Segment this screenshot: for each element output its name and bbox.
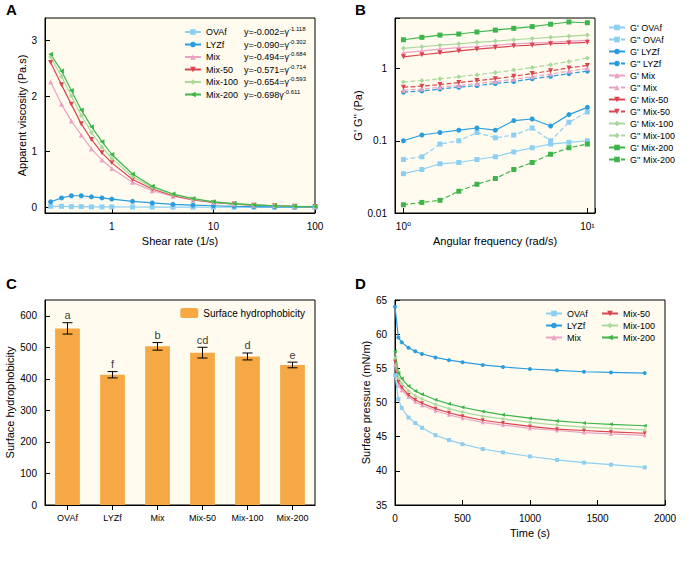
svg-text:-0.593: -0.593 [289, 76, 307, 82]
svg-text:-1.118: -1.118 [289, 26, 306, 32]
svg-text:100: 100 [307, 221, 324, 232]
svg-text:f: f [111, 358, 115, 370]
svg-text:OVAf: OVAf [57, 513, 78, 523]
svg-text:65: 65 [376, 295, 388, 306]
svg-text:-0.611: -0.611 [284, 89, 301, 95]
svg-text:b: b [154, 329, 160, 341]
svg-text:10¹: 10¹ [580, 221, 595, 232]
svg-text:Shear rate (1/s): Shear rate (1/s) [142, 235, 218, 247]
svg-text:B: B [355, 1, 366, 18]
svg-text:2: 2 [31, 91, 37, 102]
svg-text:Mix: Mix [567, 333, 581, 343]
svg-text:1: 1 [109, 221, 115, 232]
svg-text:1: 1 [381, 63, 387, 74]
svg-text:G' Mix-50: G' Mix-50 [630, 95, 668, 105]
svg-text:G'' Mix-200: G'' Mix-200 [630, 155, 675, 165]
svg-text:400: 400 [20, 373, 37, 384]
svg-text:600: 600 [20, 310, 37, 321]
svg-text:Angular frequency (rad/s): Angular frequency (rad/s) [433, 235, 557, 247]
svg-text:1500: 1500 [586, 513, 609, 524]
svg-text:40: 40 [376, 465, 388, 476]
svg-text:y=-0.494=γ: y=-0.494=γ [244, 52, 290, 62]
svg-text:G'' Mix: G'' Mix [630, 83, 657, 93]
svg-text:G' LYZf: G' LYZf [630, 47, 660, 57]
svg-text:G'' Mix-50: G'' Mix-50 [630, 107, 670, 117]
svg-text:D: D [355, 275, 366, 292]
svg-text:-0.714: -0.714 [289, 64, 307, 70]
svg-text:55: 55 [376, 363, 388, 374]
svg-text:Apparent viscosity (Pa.s): Apparent viscosity (Pa.s) [16, 55, 28, 177]
svg-text:1: 1 [31, 146, 37, 157]
svg-text:y=-0.090=γ: y=-0.090=γ [244, 40, 290, 50]
svg-text:e: e [289, 349, 295, 361]
svg-text:G'' OVAf: G'' OVAf [630, 35, 664, 45]
svg-text:Mix-100: Mix-100 [231, 513, 263, 523]
svg-text:Mix: Mix [151, 513, 165, 523]
svg-text:y=-0.571=γ: y=-0.571=γ [244, 65, 290, 75]
svg-text:45: 45 [376, 431, 388, 442]
svg-text:y=-0.654=γ: y=-0.654=γ [244, 77, 290, 87]
svg-text:50: 50 [376, 397, 388, 408]
svg-text:60: 60 [376, 329, 388, 340]
svg-text:0: 0 [392, 513, 398, 524]
svg-text:500: 500 [454, 513, 471, 524]
svg-text:Mix-100: Mix-100 [206, 77, 238, 87]
svg-text:LYZf: LYZf [103, 513, 122, 523]
svg-text:-0.302: -0.302 [289, 39, 307, 45]
svg-text:y=-0.002=γ: y=-0.002=γ [244, 27, 290, 37]
svg-text:0.01: 0.01 [368, 208, 388, 219]
svg-text:10⁰: 10⁰ [396, 221, 411, 232]
svg-text:Mix-200: Mix-200 [206, 90, 238, 100]
svg-text:100: 100 [20, 468, 37, 479]
svg-text:Mix-100: Mix-100 [623, 321, 655, 331]
svg-text:3: 3 [31, 35, 37, 46]
svg-text:Surface hydrophobicity: Surface hydrophobicity [4, 346, 16, 458]
svg-text:0: 0 [31, 202, 37, 213]
svg-text:Surface hydrophobicity: Surface hydrophobicity [203, 308, 305, 319]
svg-text:35: 35 [376, 500, 388, 511]
svg-text:Mix-50: Mix-50 [623, 309, 650, 319]
svg-text:G' Mix: G' Mix [630, 71, 656, 81]
svg-text:G' Mix-100: G' Mix-100 [630, 119, 673, 129]
svg-text:d: d [244, 339, 250, 351]
svg-text:a: a [64, 309, 71, 321]
svg-text:G' Mix-200: G' Mix-200 [630, 143, 673, 153]
svg-text:Mix-50: Mix-50 [206, 65, 233, 75]
svg-text:2000: 2000 [654, 513, 677, 524]
svg-text:Surface pressure (mN/m): Surface pressure (mN/m) [360, 341, 372, 464]
svg-text:LYZf: LYZf [567, 321, 586, 331]
svg-text:-0.684: -0.684 [289, 51, 307, 57]
svg-text:Mix: Mix [206, 52, 220, 62]
svg-text:y=-0.698γ: y=-0.698γ [244, 90, 284, 100]
svg-text:OVAf: OVAf [567, 309, 588, 319]
svg-text:1000: 1000 [519, 513, 542, 524]
svg-text:10: 10 [208, 221, 220, 232]
svg-text:Time (s): Time (s) [510, 527, 550, 539]
svg-text:300: 300 [20, 405, 37, 416]
svg-text:C: C [6, 275, 17, 292]
svg-text:cd: cd [197, 334, 209, 346]
svg-text:0: 0 [31, 500, 37, 511]
svg-text:LYZf: LYZf [206, 40, 225, 50]
svg-text:Mix-50: Mix-50 [189, 513, 216, 523]
svg-text:Mix-200: Mix-200 [276, 513, 308, 523]
svg-text:G'' LYZf: G'' LYZf [630, 59, 662, 69]
svg-text:OVAf: OVAf [206, 27, 227, 37]
svg-text:200: 200 [20, 436, 37, 447]
svg-text:Mix-200: Mix-200 [623, 333, 655, 343]
svg-text:G' G'' (Pa): G' G'' (Pa) [352, 90, 364, 140]
svg-text:500: 500 [20, 342, 37, 353]
svg-text:0.1: 0.1 [373, 135, 387, 146]
svg-text:G' OVAf: G' OVAf [630, 23, 663, 33]
svg-text:A: A [6, 1, 17, 18]
svg-text:G'' Mix-100: G'' Mix-100 [630, 131, 675, 141]
